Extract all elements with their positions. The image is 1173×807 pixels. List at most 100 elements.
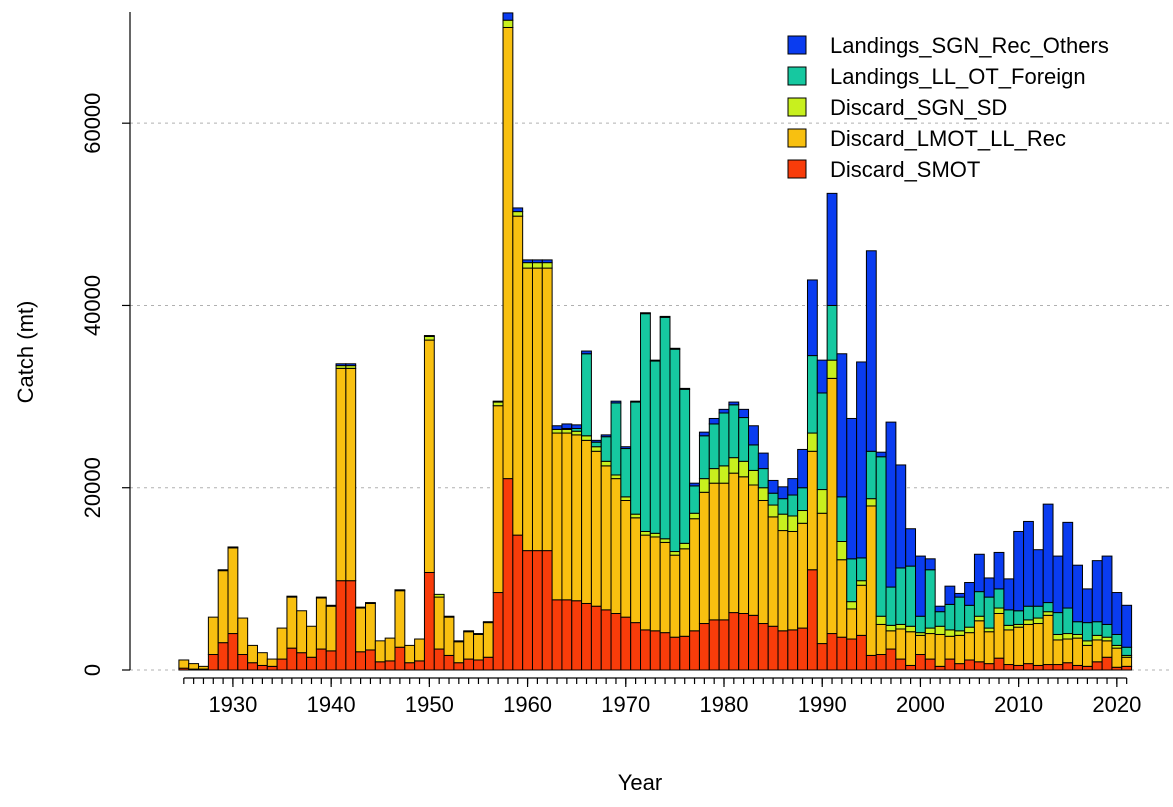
bar-segment <box>708 619 720 671</box>
bar-segment <box>325 604 337 607</box>
legend: Landings_SGN_Rec_Others Landings_LL_OT_Fo… <box>787 33 1109 182</box>
bar-segment <box>865 654 877 671</box>
legend-swatch <box>787 35 807 55</box>
bar-segment <box>954 596 966 632</box>
bar-segment <box>227 547 239 635</box>
bar-segment <box>600 436 612 462</box>
bar-segment <box>1121 646 1133 656</box>
bar-segment <box>885 421 897 588</box>
bar-segment <box>217 642 229 671</box>
bar-segment <box>502 12 514 21</box>
bar-segment <box>296 610 308 654</box>
bar-segment <box>492 401 504 407</box>
bar-segment <box>394 590 406 648</box>
bar-segment <box>590 450 602 607</box>
bar-segment <box>934 665 946 671</box>
bar-segment <box>689 518 700 632</box>
bar-segment <box>934 611 946 627</box>
bar-segment <box>247 644 258 664</box>
bar-segment <box>247 662 258 671</box>
bar-segment <box>983 663 995 671</box>
legend-label: Landings_LL_OT_Foreign <box>830 64 1086 89</box>
bar-segment <box>836 540 848 561</box>
bar-segment <box>1081 665 1093 671</box>
bar-segment <box>934 633 946 667</box>
bar-segment <box>551 425 563 430</box>
bar-segment <box>973 615 985 622</box>
bar-segment <box>1023 623 1034 665</box>
bar-segment <box>826 304 838 361</box>
bar-segment <box>885 648 897 671</box>
bar-segment <box>748 444 759 471</box>
bar-segment <box>581 439 592 604</box>
bar-segment <box>335 367 347 582</box>
bar-segment <box>365 602 376 651</box>
bar-segment <box>414 638 425 662</box>
bar-segment <box>1013 664 1025 671</box>
bar-segment <box>718 619 730 671</box>
bar-segment <box>217 569 229 572</box>
bar-segment <box>689 512 700 520</box>
bar-segment <box>610 478 622 614</box>
bar-segment <box>718 412 730 467</box>
bar-segment <box>806 450 818 571</box>
bar-segment <box>757 623 769 671</box>
bar-segment <box>865 505 877 656</box>
bar-segment <box>1042 664 1054 671</box>
bar-segment <box>748 614 759 671</box>
bar-segment <box>620 496 632 501</box>
bar-segment <box>404 662 416 671</box>
bar-segment <box>1081 644 1093 667</box>
bar-segment <box>1081 622 1093 642</box>
bar-segment <box>649 630 661 671</box>
bar-segment <box>1003 664 1015 671</box>
bar-segment <box>1032 549 1044 607</box>
bar-segment <box>384 660 396 671</box>
bar-segment <box>895 628 907 660</box>
bars <box>178 12 1133 671</box>
bar-segment <box>924 627 936 635</box>
bar-segment <box>1121 604 1133 648</box>
bar-segment <box>787 530 799 631</box>
bar-segment <box>875 654 887 671</box>
bar-segment <box>1072 621 1083 635</box>
bar-segment <box>816 512 828 645</box>
bar-segment <box>345 580 357 671</box>
bar-segment <box>463 631 475 660</box>
bar-segment <box>816 643 828 671</box>
bar-segment <box>905 631 917 666</box>
bar-segment <box>954 663 966 671</box>
bar-segment <box>846 608 858 640</box>
bar-segment <box>718 465 730 484</box>
bar-segment <box>826 377 838 635</box>
bar-segment <box>355 651 367 671</box>
bar-segment <box>276 658 288 671</box>
bar-segment <box>993 607 1005 614</box>
bar-segment <box>590 605 602 671</box>
bar-segment <box>541 550 553 671</box>
bar-segment <box>973 553 985 593</box>
bar-segment <box>738 417 750 462</box>
bar-segment <box>757 487 769 501</box>
bar-segment <box>708 468 720 484</box>
bar-segment <box>728 457 740 474</box>
bar-segment <box>315 597 327 650</box>
bar-segment <box>1032 617 1044 625</box>
bar-segment <box>983 631 995 665</box>
bar-segment <box>1091 560 1103 623</box>
bar-segment <box>522 550 533 671</box>
bar-segment <box>787 478 799 496</box>
bar-segment <box>905 625 917 633</box>
bar-segment <box>541 259 553 264</box>
bar-segment <box>541 262 553 269</box>
bar-segment <box>748 469 759 486</box>
bar-segment <box>679 548 691 637</box>
bar-segment <box>728 401 740 406</box>
bar-segment <box>512 534 524 671</box>
bar-segment <box>944 635 956 660</box>
bar-segment <box>600 434 612 438</box>
bar-segment <box>856 557 867 582</box>
bar-segment <box>492 592 504 671</box>
bar-segment <box>797 510 808 524</box>
